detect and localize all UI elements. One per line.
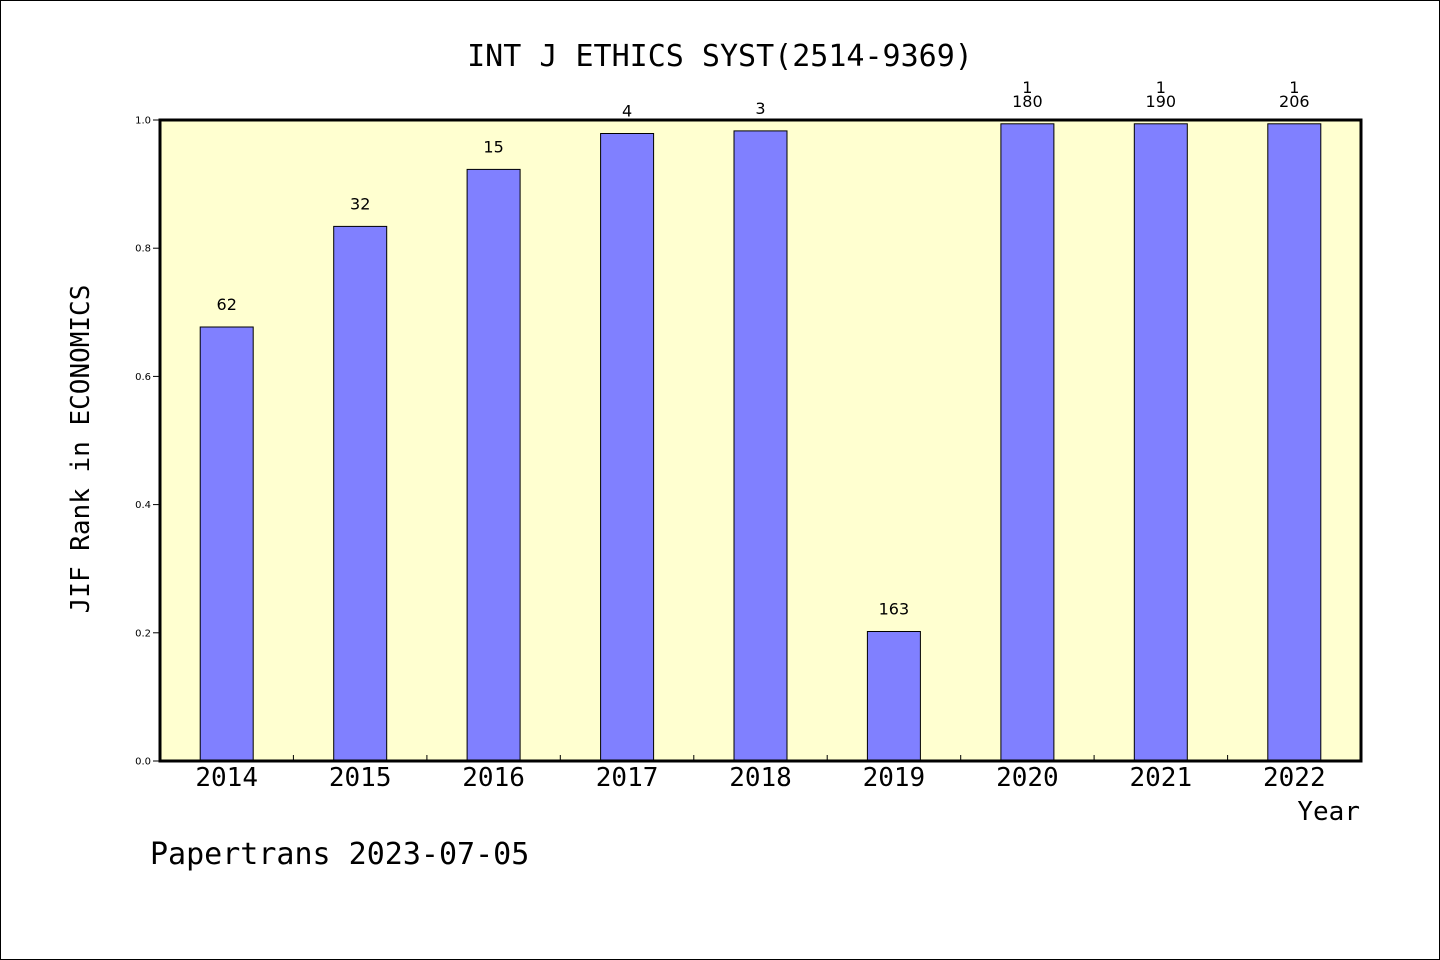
data-label-2018: 3 xyxy=(755,99,765,118)
y-tick-label-0.2: 0.2 xyxy=(135,628,151,639)
y-axis-label: JIF Rank in ECONOMICS xyxy=(66,285,96,614)
data-label-2016: 15 xyxy=(483,137,503,156)
y-tick-label-0.6: 0.6 xyxy=(135,372,151,383)
data-label-2015: 32 xyxy=(350,194,370,213)
data-label-2020-1: 1 xyxy=(1022,78,1032,97)
y-tick-label-0.8: 0.8 xyxy=(135,244,151,255)
chart-title: INT J ETHICS SYST(2514-9369) xyxy=(467,39,973,74)
y-tick-label-1.0: 1.0 xyxy=(135,116,151,127)
x-tick-label-2020: 2020 xyxy=(996,763,1059,793)
x-tick-label-2017: 2017 xyxy=(596,763,659,793)
x-tick-label-2015: 2015 xyxy=(329,763,392,793)
data-label-2021-2: 190 xyxy=(1146,92,1177,111)
x-tick-label-2014: 2014 xyxy=(195,763,258,793)
bar-2014 xyxy=(199,326,254,762)
bar-2019 xyxy=(866,631,921,762)
data-label-2022-1: 1 xyxy=(1289,78,1299,97)
x-tick-label-2019: 2019 xyxy=(863,763,926,793)
x-tick-label-2022: 2022 xyxy=(1263,763,1326,793)
bar-2020 xyxy=(1000,123,1055,762)
bar-2022 xyxy=(1267,123,1322,762)
axis-ticks: 2014 2015 2016 2017 2018 2019 2020 2021 2022 0.0 0… xyxy=(135,116,1326,794)
x-tick-label-2016: 2016 xyxy=(462,763,525,793)
bar-2018 xyxy=(733,130,788,762)
data-label-2020-2: 180 xyxy=(1012,92,1043,111)
footer-text: Papertrans 2023-07-05 xyxy=(150,837,529,872)
data-label-2022-2: 206 xyxy=(1279,92,1310,111)
y-tick-label-0.4: 0.4 xyxy=(135,500,151,511)
x-tick-label-2021: 2021 xyxy=(1129,763,1192,793)
bar-2016 xyxy=(466,168,521,762)
x-axis-label: Year xyxy=(1297,797,1360,827)
data-label-2017: 4 xyxy=(622,102,632,121)
bar-2017 xyxy=(600,133,655,762)
data-label-2021-1: 1 xyxy=(1156,78,1166,97)
bar-2021 xyxy=(1133,123,1188,762)
data-label-2014: 62 xyxy=(217,295,237,314)
x-tick-label-2018: 2018 xyxy=(729,763,792,793)
bar-2015 xyxy=(333,225,388,762)
plot-border xyxy=(158,118,1363,763)
y-tick-label-0.0: 0.0 xyxy=(135,757,151,768)
data-label-2019: 163 xyxy=(879,600,910,619)
